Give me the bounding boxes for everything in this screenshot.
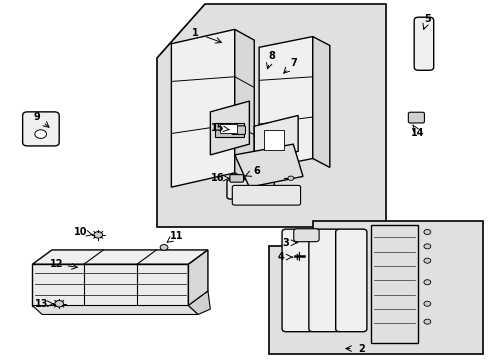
Circle shape (287, 176, 293, 180)
Text: 2: 2 (357, 343, 364, 354)
Circle shape (423, 258, 430, 263)
FancyBboxPatch shape (22, 112, 59, 146)
FancyBboxPatch shape (335, 229, 366, 332)
Polygon shape (32, 306, 198, 315)
Circle shape (423, 319, 430, 324)
Text: 8: 8 (267, 51, 274, 61)
FancyBboxPatch shape (232, 185, 300, 205)
FancyBboxPatch shape (413, 17, 433, 70)
FancyBboxPatch shape (229, 175, 243, 182)
Polygon shape (32, 250, 207, 264)
Text: 4: 4 (277, 252, 284, 262)
Polygon shape (188, 291, 210, 315)
Circle shape (55, 301, 63, 307)
Polygon shape (259, 37, 312, 169)
FancyBboxPatch shape (231, 126, 245, 134)
Polygon shape (234, 30, 254, 184)
Circle shape (423, 301, 430, 306)
Text: 7: 7 (289, 58, 296, 68)
Bar (370, 225, 417, 343)
Polygon shape (210, 101, 249, 155)
Polygon shape (188, 250, 207, 306)
Text: 10: 10 (74, 227, 88, 237)
Polygon shape (312, 37, 329, 167)
Circle shape (35, 130, 46, 138)
Polygon shape (254, 116, 298, 162)
Bar (220, 125, 237, 134)
Bar (215, 123, 244, 137)
Polygon shape (157, 4, 385, 226)
Polygon shape (234, 144, 303, 187)
Bar (264, 130, 283, 149)
Polygon shape (417, 21, 430, 67)
Text: 3: 3 (282, 238, 289, 248)
Text: 15: 15 (210, 123, 224, 133)
Circle shape (160, 244, 167, 250)
Circle shape (423, 229, 430, 234)
FancyBboxPatch shape (293, 229, 319, 242)
Text: 6: 6 (253, 166, 260, 176)
Text: 1: 1 (192, 28, 199, 38)
Polygon shape (268, 221, 483, 354)
FancyBboxPatch shape (282, 229, 313, 332)
FancyBboxPatch shape (308, 229, 339, 332)
Circle shape (94, 231, 102, 238)
Text: 5: 5 (423, 14, 430, 24)
Text: 9: 9 (34, 112, 41, 122)
FancyBboxPatch shape (226, 180, 274, 199)
Text: 16: 16 (210, 173, 224, 183)
Text: 14: 14 (410, 129, 424, 138)
Circle shape (423, 280, 430, 285)
FancyBboxPatch shape (407, 112, 424, 123)
Text: 11: 11 (169, 231, 183, 240)
Polygon shape (171, 30, 234, 187)
Circle shape (423, 244, 430, 249)
Text: 12: 12 (50, 259, 63, 269)
Text: 13: 13 (35, 299, 49, 309)
Polygon shape (32, 264, 188, 306)
